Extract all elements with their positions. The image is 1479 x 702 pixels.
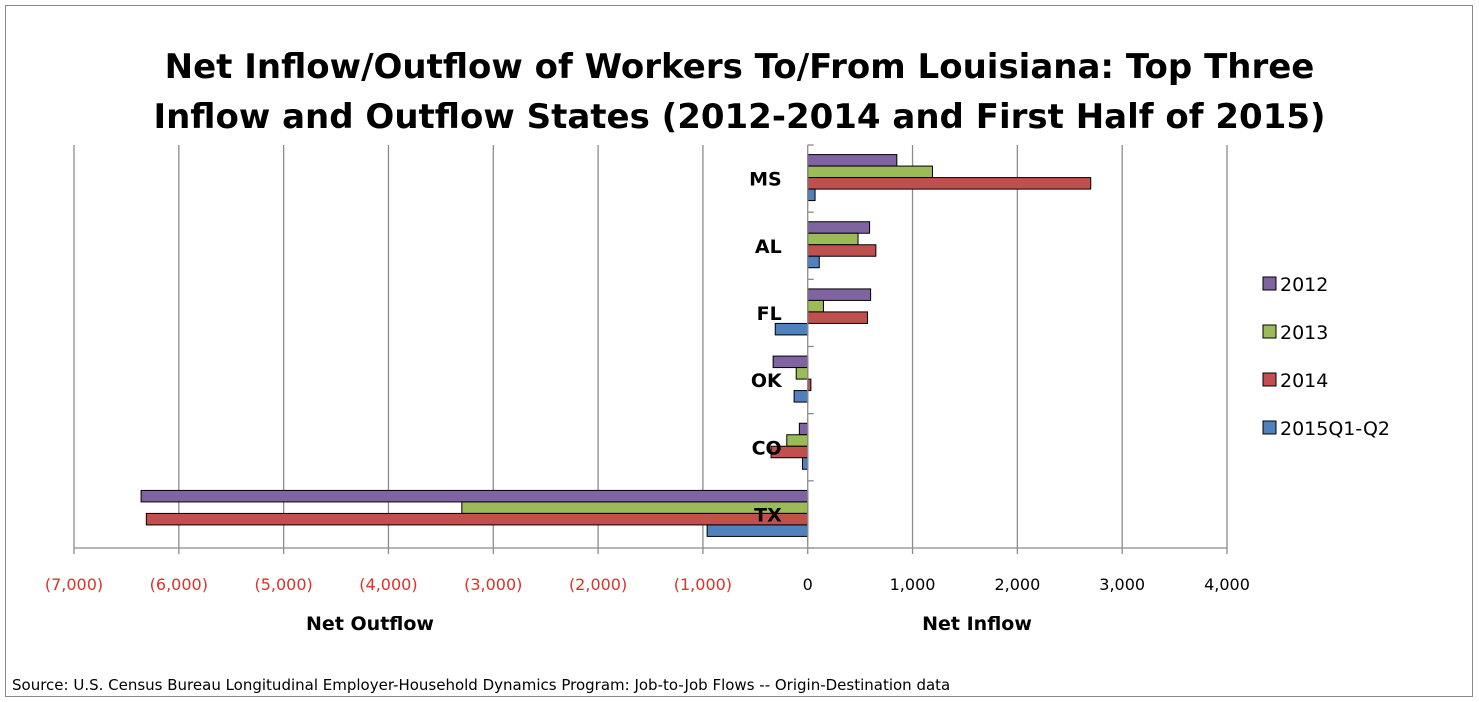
bar-co-2013 [786, 434, 809, 447]
x-tick-label: 0 [803, 575, 813, 594]
bar-al-2015q1-q2 [807, 255, 820, 269]
bars [140, 154, 1092, 537]
category-label-ok: OK [751, 370, 783, 392]
x-tick-label: (2,000) [569, 575, 627, 594]
x-tick-label: (3,000) [464, 575, 522, 594]
bar-al-2012 [807, 221, 871, 234]
bar-fl-2013 [807, 299, 824, 313]
legend-swatch-2014 [1262, 372, 1277, 387]
legend-swatch-2015q1-q2 [1262, 420, 1277, 435]
bar-ok-2013 [795, 367, 809, 380]
category-label-co: CO [752, 437, 782, 459]
bar-ok-2015q1-q2 [793, 390, 809, 403]
chart-frame [5, 5, 1473, 697]
bar-fl-2012 [807, 288, 872, 301]
chart-title-line-2: Inflow and Outflow States (2012-2014 and… [153, 97, 1326, 137]
bar-ms-2014 [807, 177, 1092, 190]
legend-label-2015q1-q2: 2015Q1-Q2 [1280, 418, 1390, 440]
chart-title-line-1: Net Inflow/Outflow of Workers To/From Lo… [164, 47, 1315, 87]
x-tick-label: 4,000 [1204, 575, 1250, 594]
axes [73, 144, 1228, 554]
gridlines [73, 145, 1228, 548]
bar-fl-2014 [807, 311, 868, 324]
x-tick-label: (7,000) [45, 575, 103, 594]
category-labels: MS AL FL OK CO TX [749, 169, 783, 527]
x-axis-title-right: Net Inflow [922, 613, 1032, 635]
x-tick-label: 2,000 [994, 575, 1040, 594]
legend-label-2013: 2013 [1280, 322, 1328, 344]
bar-co-2012 [798, 422, 809, 436]
source-note: Source: U.S. Census Bureau Longitudinal … [12, 676, 951, 694]
bar-co-2015q1-q2 [801, 457, 809, 470]
x-tick-label: (6,000) [150, 575, 208, 594]
bar-fl-2015q1-q2 [774, 322, 809, 336]
x-tick-label: 3,000 [1099, 575, 1145, 594]
category-label-ms: MS [749, 169, 782, 191]
bar-tx-2012 [140, 489, 809, 503]
x-tick-label: (5,000) [254, 575, 312, 594]
x-tick-label: 1,000 [890, 575, 936, 594]
category-label-fl: FL [757, 303, 782, 325]
bar-ms-2013 [807, 165, 933, 179]
category-label-tx: TX [754, 504, 782, 526]
x-axis-title-left: Net Outflow [306, 613, 434, 635]
category-label-al: AL [755, 236, 782, 258]
legend: 2012 2013 2014 2015Q1-Q2 [1262, 274, 1390, 440]
legend-swatch-2012 [1262, 276, 1277, 291]
chart-title: Net Inflow/Outflow of Workers To/From Lo… [0, 42, 1479, 142]
bar-tx-2014 [145, 512, 809, 526]
tick-labels: (7,000) (6,000) (5,000) (4,000) (3,000) (2,00… [45, 575, 1250, 594]
bar-ms-2012 [807, 154, 898, 167]
x-tick-label: (4,000) [359, 575, 417, 594]
x-tick-label: (1,000) [674, 575, 732, 594]
bar-ms-2015q1-q2 [807, 188, 816, 202]
bar-al-2013 [807, 232, 859, 246]
bar-tx-2015q1-q2 [706, 524, 809, 537]
legend-swatch-2013 [1262, 324, 1277, 339]
legend-label-2012: 2012 [1280, 274, 1328, 296]
bar-ok-2012 [772, 355, 809, 369]
legend-label-2014: 2014 [1280, 370, 1328, 392]
bar-al-2014 [807, 244, 877, 257]
